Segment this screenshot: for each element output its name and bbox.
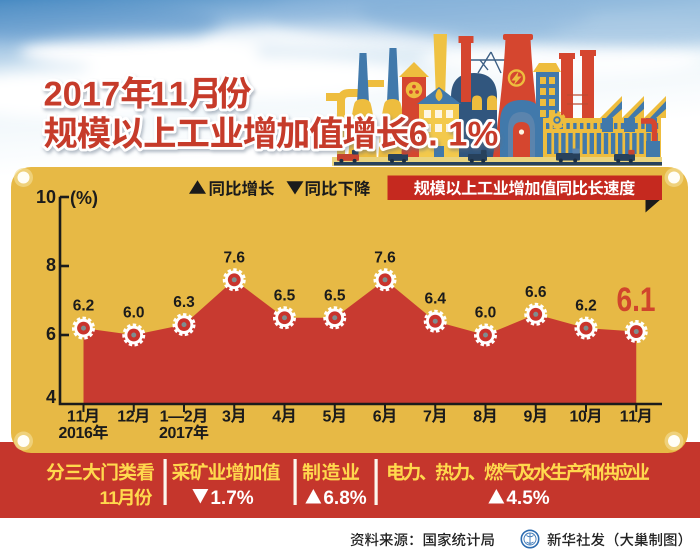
svg-text:6.3: 6.3 — [173, 294, 195, 311]
svg-text:4.5%: 4.5% — [506, 488, 549, 509]
svg-text:6: 6 — [46, 324, 56, 344]
svg-text:6.0: 6.0 — [123, 305, 145, 322]
svg-text:8: 8 — [46, 255, 56, 275]
svg-text:1.7%: 1.7% — [210, 488, 253, 509]
svg-text:4: 4 — [46, 387, 56, 407]
svg-text:6.5: 6.5 — [324, 287, 346, 304]
svg-text:6.5: 6.5 — [274, 287, 296, 304]
svg-text:6.6: 6.6 — [525, 284, 547, 301]
svg-text:6.4: 6.4 — [424, 291, 446, 308]
svg-text:6.1: 6.1 — [617, 281, 656, 319]
svg-text:10: 10 — [36, 187, 56, 207]
svg-text:7.6: 7.6 — [374, 249, 396, 266]
svg-text:(%): (%) — [70, 188, 98, 208]
svg-text:7.6: 7.6 — [223, 249, 245, 266]
svg-text:6.2: 6.2 — [575, 298, 597, 315]
svg-text:6.8%: 6.8% — [323, 488, 366, 509]
svg-text:6.2: 6.2 — [73, 298, 95, 315]
svg-text:6.0: 6.0 — [475, 305, 497, 322]
